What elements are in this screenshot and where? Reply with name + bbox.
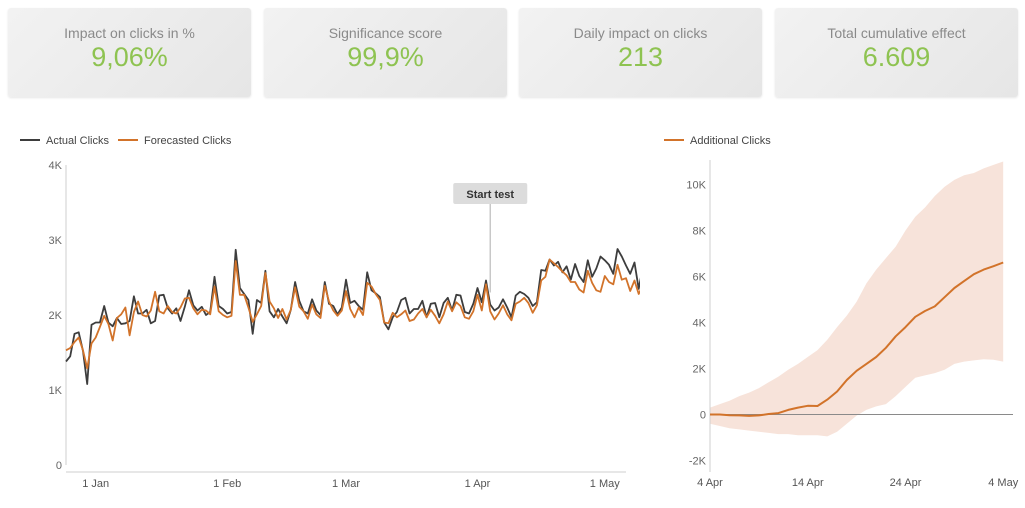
kpi-label: Impact on clicks in % [64,25,195,41]
legend-forecast-label: Forecasted Clicks [144,135,232,147]
x-tick-label: 1 Mar [332,478,360,490]
x-tick-label: 24 Apr [890,477,922,489]
kpi-value: 6.609 [862,42,931,72]
series-forecasted-clicks-line [65,258,640,370]
kpi-label: Significance score [328,25,443,41]
start-test-label: Start test [466,189,514,201]
series-additional-clicks-line [710,261,1004,417]
kpi-daily-impact: Daily impact on clicks 213 [519,8,762,97]
y-tick-label: 0 [700,410,706,422]
x-tick-label: 1 May [590,478,620,490]
series-actual-clicks-line [65,248,640,385]
kpi-label: Total cumulative effect [827,25,966,41]
y-tick-label: 1K [49,385,63,397]
kpi-row: Impact on clicks in % 9,06% Significance… [0,0,1025,105]
y-tick-label: 2K [693,364,707,376]
kpi-value: 213 [617,42,664,72]
kpi-significance: Significance score 99,9% [264,8,507,97]
y-tick-label: 6K [693,272,707,284]
clicks-line-chart: Actual Clicks Forecasted Clicks 0 1K 2K 3K 4K 1… [20,135,640,490]
kpi-value: 9,06% [91,42,168,72]
kpi-cumulative: Total cumulative effect 6.609 [775,8,1018,97]
y-tick-label: 0 [56,460,62,472]
kpi-value: 99,9% [347,42,424,72]
y-tick-label: -2K [689,456,707,468]
additional-clicks-chart: Additional Clicks -2K 0 2K 4K 6K 8K 10K 4 Apr 14 … [664,135,1019,489]
y-tick-label: 8K [693,226,707,238]
x-tick-label: 4 Apr [697,477,723,489]
x-tick-label: 1 Feb [213,478,241,490]
y-tick-label: 10K [686,180,706,192]
x-tick-label: 14 Apr [792,477,824,489]
kpi-impact-percent: Impact on clicks in % 9,06% [8,8,251,97]
kpi-label: Daily impact on clicks [573,25,708,41]
y-tick-label: 4K [49,160,63,172]
legend-additional-label: Additional Clicks [690,135,771,147]
legend-actual-label: Actual Clicks [46,135,109,147]
x-tick-label: 4 May [988,477,1018,489]
y-tick-label: 4K [693,318,707,330]
x-tick-label: 1 Apr [465,478,491,490]
confidence-band [710,161,1004,437]
x-tick-label: 1 Jan [82,478,109,490]
y-tick-label: 2K [49,310,63,322]
y-tick-label: 3K [49,235,63,247]
start-test-label-bg [453,183,528,204]
